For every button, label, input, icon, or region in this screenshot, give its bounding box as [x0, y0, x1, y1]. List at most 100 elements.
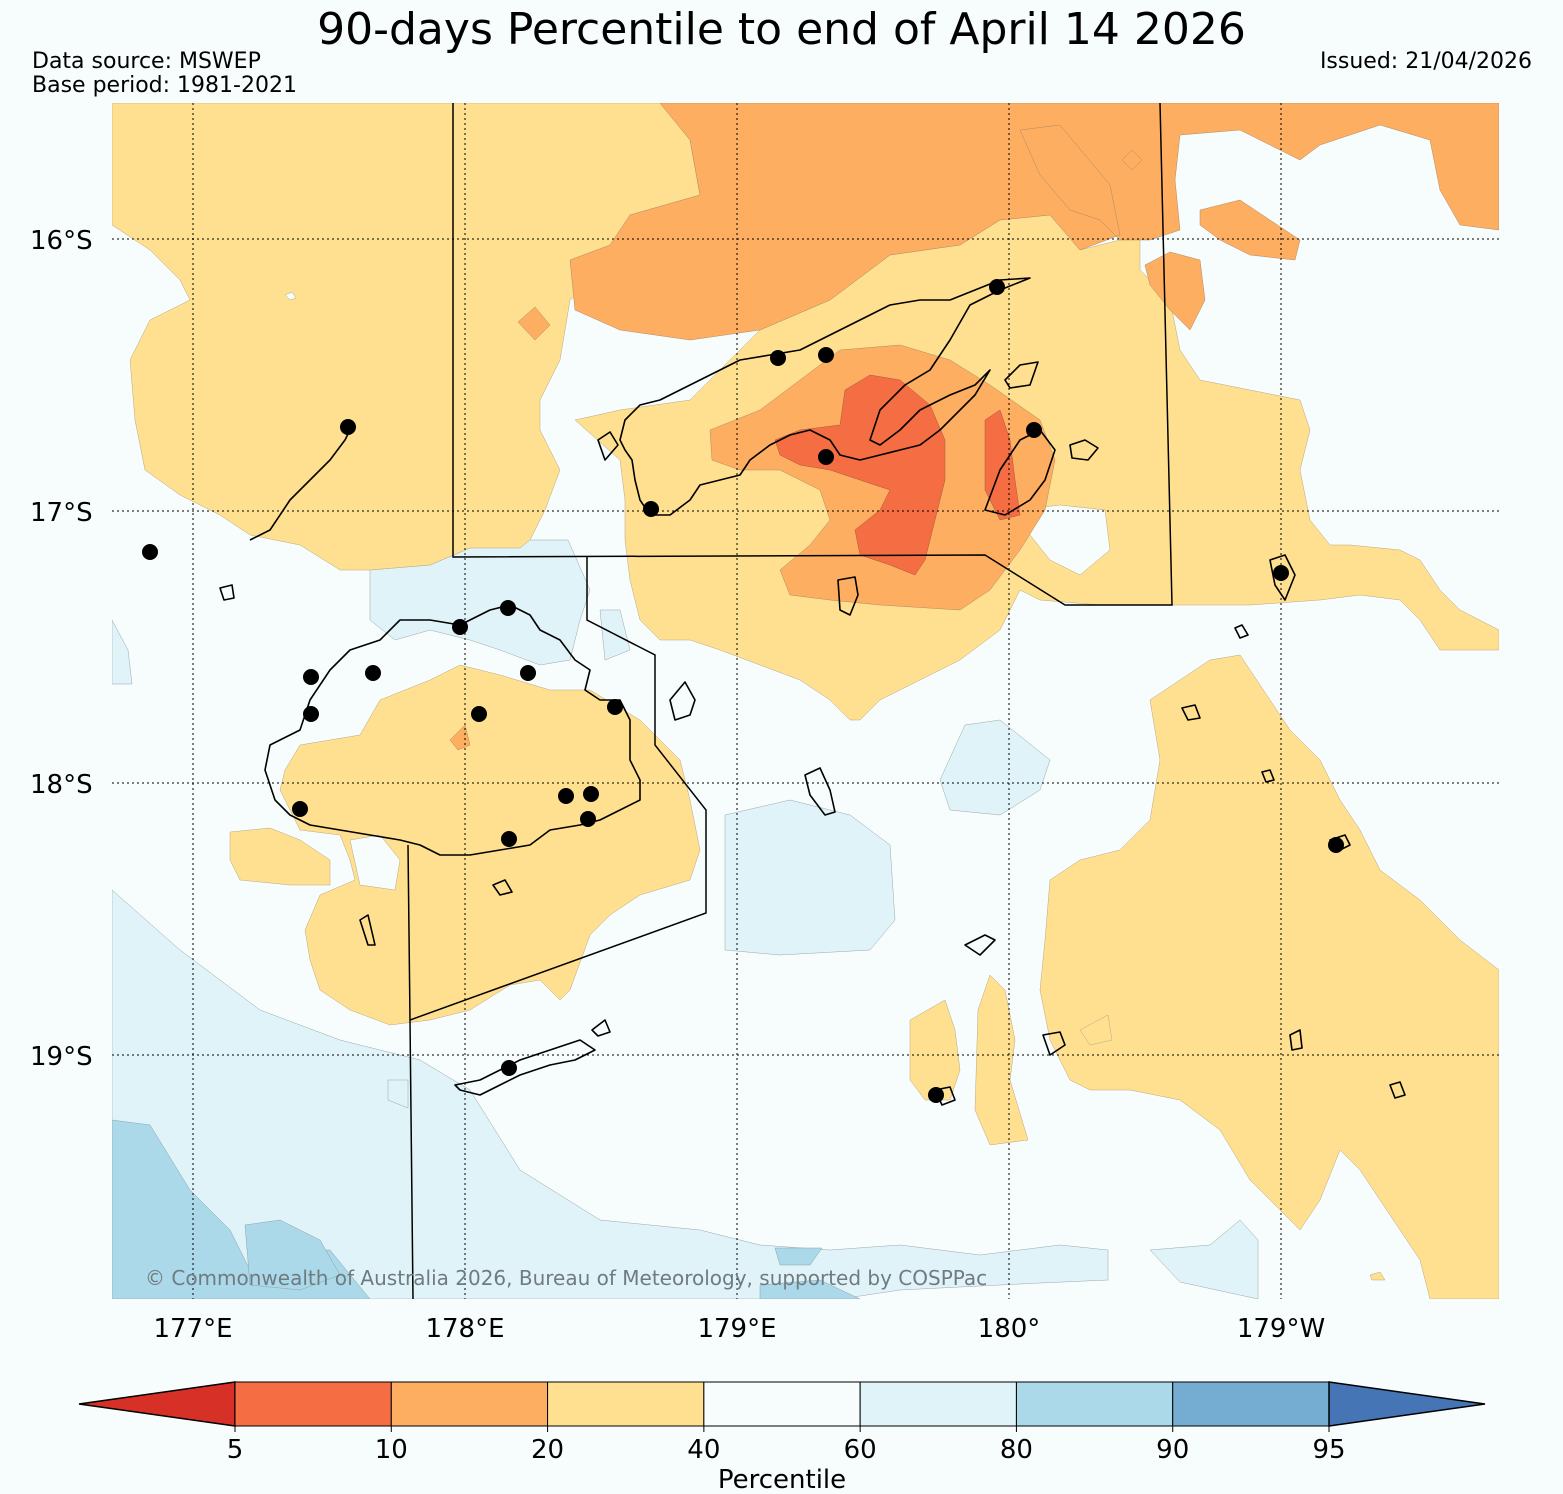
- kadavu-wet-patch: [387, 1079, 409, 1109]
- taveuni-coast: [984, 429, 1056, 516]
- station-marker: [340, 419, 356, 435]
- very-dry-core: [774, 374, 946, 576]
- data-source-label: Data source: MSWEP: [32, 49, 261, 74]
- colorbar-swatch-90-95: [1172, 1381, 1330, 1427]
- colorbar-swatch-20-40: [547, 1381, 705, 1427]
- viti-levu-coast: [264, 604, 641, 856]
- station-marker: [471, 706, 487, 722]
- normal-hole-east: [1019, 504, 1111, 576]
- northeast-dry-patch: [1199, 199, 1301, 261]
- lon-label-178e: 178°E: [425, 1314, 504, 1344]
- lon-label-179e: 179°E: [697, 1314, 776, 1344]
- copyright-notice: © Commonwealth of Australia 2026, Bureau…: [145, 1266, 987, 1290]
- lon-label-177e: 177°E: [153, 1314, 232, 1344]
- latitude-axis: 16°S 17°S 18°S 19°S: [30, 226, 93, 1072]
- moala-coast: [964, 934, 996, 956]
- station-marker: [1328, 837, 1344, 853]
- ono-kadavu-coast: [591, 1019, 611, 1037]
- east-dry-patch: [1144, 251, 1206, 331]
- lakeba-coast: [1269, 554, 1296, 601]
- lon-label-180: 180°: [978, 1314, 1041, 1344]
- colorbar-tick-label: 90: [1156, 1435, 1189, 1465]
- lakemba-south-coast: [1042, 1031, 1066, 1056]
- map-title: 90-days Percentile to end of April 14 20…: [317, 4, 1246, 55]
- colorbar-tick-label: 40: [687, 1435, 720, 1465]
- yasawa-coast: [249, 429, 351, 541]
- small-dry-patch: [1079, 1014, 1113, 1046]
- station-marker: [989, 279, 1005, 295]
- station-marker: [500, 600, 516, 616]
- division-boundaries: [407, 103, 1173, 1299]
- tiny-dry-patch: [1369, 1271, 1386, 1281]
- koro-coast: [669, 681, 696, 721]
- lat-label-16s: 16°S: [30, 226, 93, 256]
- station-marker: [303, 669, 319, 685]
- cicia-coast: [1234, 624, 1249, 639]
- colorbar: 5 10 20 40 60 80 90 95 Percentile: [78, 1381, 1486, 1494]
- colorbar-tick-label: 80: [1000, 1435, 1033, 1465]
- ongea-coast: [1389, 1081, 1406, 1099]
- station-marker: [583, 786, 599, 802]
- station-marker: [818, 449, 834, 465]
- percentile-80-90-areas: [112, 1119, 861, 1299]
- lat-label-18s: 18°S: [30, 770, 93, 800]
- station-marker: [365, 665, 381, 681]
- normal-hole-tiny: [284, 291, 297, 301]
- east-central-wet-patch: [939, 719, 1051, 816]
- western-division-boundary: [407, 844, 411, 1021]
- station-marker: [520, 665, 536, 681]
- vatulele-coast: [359, 914, 376, 946]
- station-marker: [558, 788, 574, 804]
- lat-label-17s: 17°S: [30, 498, 93, 528]
- station-marker: [580, 811, 596, 827]
- station-marker: [303, 706, 319, 722]
- station-marker: [928, 1087, 944, 1103]
- station-marker: [818, 347, 834, 363]
- colorbar-tick-label: 95: [1312, 1435, 1345, 1465]
- west-edge-wet-patch: [112, 619, 133, 685]
- lon-label-179w: 179°W: [1237, 1314, 1325, 1344]
- lau-islands-dry-area: [1039, 654, 1499, 1299]
- station-marker: [452, 619, 468, 635]
- central-wet-patch: [724, 799, 896, 956]
- southwest-wet-area: [112, 889, 1109, 1299]
- vanua-levu-coast: [619, 277, 1031, 516]
- gau-coast: [804, 767, 836, 816]
- issued-date-label: Issued: 21/04/2026: [1319, 49, 1532, 74]
- station-marker: [501, 831, 517, 847]
- moala-dry-patch: [909, 999, 961, 1101]
- colorbar-ticks: 5 10 20 40 60 80 90 95: [227, 1426, 1346, 1465]
- colorbar-swatch-80-90: [1015, 1381, 1174, 1427]
- nayau-coast: [1261, 769, 1275, 783]
- west-viti-levu-dry-patch: [229, 827, 331, 886]
- graticule: [112, 103, 1499, 1299]
- longitude-axis: 177°E 178°E 179°E 180° 179°W: [153, 1314, 1325, 1344]
- colorbar-lower-extension: [78, 1381, 236, 1427]
- normal-holes: [284, 291, 1111, 891]
- viti-levu-dry-area: [279, 664, 701, 1026]
- base-period-label: Base period: 1981-2021: [32, 73, 297, 98]
- station-marker: [1273, 565, 1289, 581]
- station-marker: [142, 544, 158, 560]
- totoya-dry-patch: [974, 974, 1029, 1146]
- colorbar-swatch-10-20: [390, 1381, 549, 1427]
- northern-dry-area: [569, 103, 1499, 341]
- colorbar-upper-extension: [1328, 1381, 1486, 1427]
- beqa-coast: [492, 879, 513, 896]
- laucala-coast: [1069, 439, 1099, 461]
- colorbar-swatch-5-10: [234, 1381, 392, 1427]
- map-area: © Commonwealth of Australia 2026, Bureau…: [112, 103, 1499, 1299]
- coastlines: [219, 277, 1406, 1106]
- kabara-coast: [1289, 1029, 1303, 1051]
- mamanuca-coast: [219, 584, 235, 601]
- qamea-coast: [1004, 361, 1039, 389]
- vanua-balavu-coast: [1181, 704, 1201, 721]
- station-marker: [1026, 422, 1042, 438]
- northern-division-boundary: [452, 103, 1173, 606]
- station-marker: [643, 501, 659, 517]
- colorbar-tick-label: 60: [844, 1435, 877, 1465]
- colorbar-label: Percentile: [718, 1465, 846, 1494]
- colorbar-tick-label: 5: [227, 1435, 244, 1465]
- southeast-wet-patch: [1149, 1219, 1259, 1299]
